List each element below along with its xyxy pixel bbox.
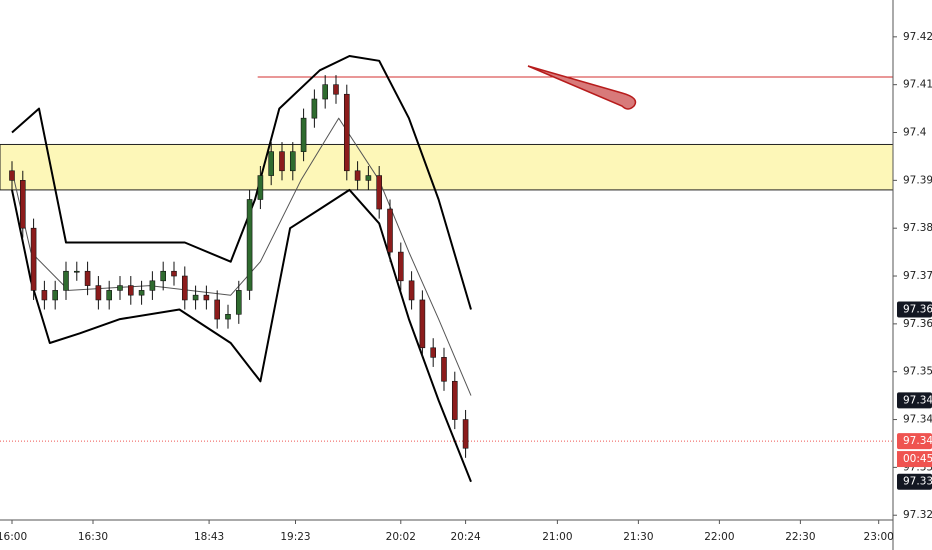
candle-body xyxy=(430,347,436,358)
x-tick-label: 20:02 xyxy=(386,531,416,543)
candle-body xyxy=(246,199,253,291)
candle-body xyxy=(192,294,199,301)
candle-body xyxy=(203,294,210,301)
candle-body xyxy=(419,299,426,349)
candle-body xyxy=(365,175,372,181)
price-label-box xyxy=(897,433,932,450)
candle-body xyxy=(52,290,58,301)
candle-body xyxy=(138,290,145,296)
candle-body xyxy=(225,313,231,320)
price-label-box xyxy=(897,301,932,318)
band-line xyxy=(11,188,472,483)
band-line xyxy=(11,117,472,396)
x-tick-label: 21:00 xyxy=(542,531,572,543)
countdown: 00:45 xyxy=(903,453,932,465)
band-line xyxy=(11,55,472,310)
zone xyxy=(0,143,894,191)
y-tick-label: 97.37 xyxy=(903,270,932,282)
candle-body xyxy=(289,151,296,172)
candle-body xyxy=(441,357,447,382)
y-tick-label: 97.38 xyxy=(903,222,932,234)
arrow-drawing xyxy=(527,65,637,110)
candle-body xyxy=(127,285,134,296)
candle-body xyxy=(95,285,102,301)
candle-body xyxy=(354,170,361,181)
x-tick-label: 21:30 xyxy=(623,531,653,543)
price-label-box xyxy=(897,473,932,490)
x-tick-label: 22:00 xyxy=(704,531,734,543)
x-tick-label: 16:00 xyxy=(0,531,27,543)
candle-body xyxy=(41,290,48,301)
candle-body xyxy=(300,117,307,152)
y-tick-label: 97.32 xyxy=(903,509,932,521)
candle-body xyxy=(268,151,274,176)
y-tick-label: 97.35 xyxy=(903,366,932,378)
y-tick-label: 97.34 xyxy=(903,414,932,426)
candle-body xyxy=(376,175,382,210)
candle-body xyxy=(149,280,156,291)
y-tick-label: 97.39 xyxy=(903,174,932,186)
candle-body xyxy=(84,270,91,286)
candle-body xyxy=(322,84,328,100)
price-label: 97.33 xyxy=(903,476,932,488)
x-tick-label: 18:43 xyxy=(194,531,224,543)
candle-body xyxy=(73,270,80,273)
candle-body xyxy=(214,299,220,320)
price-label: 97.34 xyxy=(903,435,932,447)
y-tick-label: 97.36 xyxy=(903,318,932,330)
price-label: 97.36 xyxy=(903,304,932,316)
candle-body xyxy=(387,208,393,253)
candle-body xyxy=(408,280,415,301)
plot-area xyxy=(0,55,894,483)
price-label: 97.34 xyxy=(903,394,932,406)
candle-body xyxy=(462,419,469,449)
candle-body xyxy=(106,290,112,301)
candle-body xyxy=(333,84,339,95)
x-tick-label: 19:23 xyxy=(280,531,310,543)
candle-body xyxy=(257,175,264,200)
y-tick-label: 97.41 xyxy=(903,79,932,91)
candle-body xyxy=(397,251,404,282)
y-tick-label: 97.42 xyxy=(903,31,932,43)
candle-body xyxy=(451,380,458,420)
candle-body xyxy=(30,227,37,291)
price-label-box xyxy=(897,392,932,409)
candle-body xyxy=(343,93,350,172)
candle-body xyxy=(63,270,69,291)
x-tick-label: 22:30 xyxy=(785,531,815,543)
candle-body xyxy=(117,285,123,291)
candle-body xyxy=(19,180,26,229)
x-tick-label: 16:30 xyxy=(78,531,108,543)
candle-body xyxy=(235,290,242,315)
x-tick-label: 23:00 xyxy=(864,531,894,543)
countdown-box xyxy=(897,451,932,468)
candle-body xyxy=(9,170,15,181)
x-tick-label: 20:24 xyxy=(450,531,481,543)
candle-body xyxy=(160,270,166,282)
candle-body xyxy=(279,151,285,172)
y-tick-label: 97.4 xyxy=(903,127,927,139)
candle-body xyxy=(171,270,177,277)
candle-body xyxy=(181,275,188,301)
candle-body xyxy=(311,98,318,119)
